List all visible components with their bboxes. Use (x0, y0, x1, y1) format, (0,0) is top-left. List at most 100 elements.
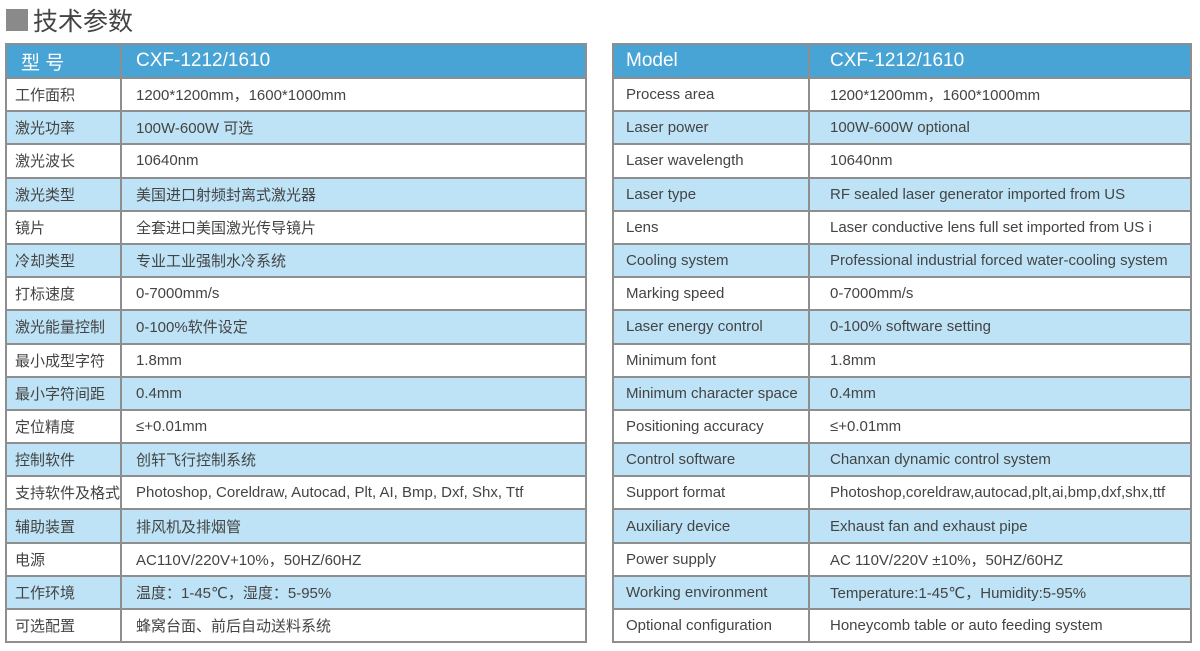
table-row: Optional configuration Honeycomb table or… (612, 607, 1192, 644)
table-row: 控制软件 创轩飞行控制系统 (5, 442, 587, 478)
spec-label: 工作环境 (5, 574, 122, 611)
spec-value: ≤+0.01mm (120, 408, 587, 445)
spec-label: Laser power (612, 110, 810, 146)
spec-value: Laser conductive lens full set imported … (808, 209, 1192, 245)
table-row: Cooling system Professional industrial fo… (612, 242, 1192, 279)
spec-value: AC110V/220V+10%，50HZ/60HZ (120, 541, 587, 577)
spec-label: Working environment (612, 574, 810, 611)
table-row: Minimum character space 0.4mm (612, 375, 1192, 411)
spec-label: 辅助装置 (5, 508, 122, 544)
spec-label: Control software (612, 442, 810, 478)
spec-label: 打标速度 (5, 276, 122, 312)
table-row: 辅助装置 排风机及排烟管 (5, 508, 587, 544)
spec-value: 专业工业强制水冷系统 (120, 242, 587, 279)
table-row: 激光能量控制 0-100%软件设定 (5, 309, 587, 345)
spec-label: 电源 (5, 541, 122, 577)
spec-value: Professional industrial forced water-coo… (808, 242, 1192, 279)
spec-label: 激光能量控制 (5, 309, 122, 345)
table-row: 激光功率 100W-600W 可选 (5, 110, 587, 146)
spec-label: 最小成型字符 (5, 342, 122, 378)
spec-value: Photoshop, Coreldraw, Autocad, Plt, AI, … (120, 475, 587, 511)
spec-label: 工作面积 (5, 76, 122, 113)
spec-value: 0-7000mm/s (808, 276, 1192, 312)
table-row: 激光波长 10640nm (5, 143, 587, 179)
table-row: 打标速度 0-7000mm/s (5, 276, 587, 312)
table-row: Power supply AC 110V/220V ±10%，50HZ/60HZ (612, 541, 1192, 577)
table-row: Laser power 100W-600W optional (612, 110, 1192, 146)
spec-value: 0-100% software setting (808, 309, 1192, 345)
spec-value: RF sealed laser generator imported from … (808, 176, 1192, 212)
spec-label: 激光功率 (5, 110, 122, 146)
spec-value: 10640nm (808, 143, 1192, 179)
spec-value: 全套进口美国激光传导镜片 (120, 209, 587, 245)
spec-value: Honeycomb table or auto feeding system (808, 607, 1192, 644)
spec-label: Minimum character space (612, 375, 810, 411)
table-row: Marking speed 0-7000mm/s (612, 276, 1192, 312)
spec-value: 1.8mm (808, 342, 1192, 378)
spec-value: AC 110V/220V ±10%，50HZ/60HZ (808, 541, 1192, 577)
spec-label: Laser wavelength (612, 143, 810, 179)
spec-value: 100W-600W optional (808, 110, 1192, 146)
spec-value: 10640nm (120, 143, 587, 179)
table-row: Minimum font 1.8mm (612, 342, 1192, 378)
table-row: Process area 1200*1200mm，1600*1000mm (612, 76, 1192, 113)
spec-value: 0-100%软件设定 (120, 309, 587, 345)
spec-value: 0-7000mm/s (120, 276, 587, 312)
spec-label: Auxiliary device (612, 508, 810, 544)
table-row: 工作环境 温度：1-45℃，湿度：5-95% (5, 574, 587, 611)
spec-label: 定位精度 (5, 408, 122, 445)
table-header-row: Model CXF-1212/1610 (612, 43, 1192, 79)
table-row: 镜片 全套进口美国激光传导镜片 (5, 209, 587, 245)
table-row: Lens Laser conductive lens full set impor… (612, 209, 1192, 245)
spec-value: Chanxan dynamic control system (808, 442, 1192, 478)
spec-label: Support format (612, 475, 810, 511)
table-row: Control software Chanxan dynamic control … (612, 442, 1192, 478)
spec-value: 100W-600W 可选 (120, 110, 587, 146)
spec-label: Lens (612, 209, 810, 245)
spec-label: Model (612, 43, 810, 79)
table-row: 支持软件及格式 Photoshop, Coreldraw, Autocad, Pl… (5, 475, 587, 511)
spec-value: 1200*1200mm，1600*1000mm (120, 76, 587, 113)
section-title: 技术参数 (6, 5, 134, 36)
spec-label: 最小字符间距 (5, 375, 122, 411)
spec-value: 排风机及排烟管 (120, 508, 587, 544)
spec-label: 可选配置 (5, 607, 122, 644)
table-header-row: 型 号 CXF-1212/1610 (5, 43, 587, 79)
table-row: 最小字符间距 0.4mm (5, 375, 587, 411)
spec-label: Cooling system (612, 242, 810, 279)
spec-label: Marking speed (612, 276, 810, 312)
section-title-text: 技术参数 (33, 8, 134, 36)
spec-label: Laser energy control (612, 309, 810, 345)
table-row: Laser wavelength 10640nm (612, 143, 1192, 179)
spec-label: Power supply (612, 541, 810, 577)
table-row: Auxiliary device Exhaust fan and exhaust … (612, 508, 1192, 544)
spec-value: 蜂窝台面、前后自动送料系统 (120, 607, 587, 644)
spec-label: Process area (612, 76, 810, 113)
table-row: Laser energy control 0-100% software sett… (612, 309, 1192, 345)
table-row: Laser type RF sealed laser generator impo… (612, 176, 1192, 212)
spec-label: 支持软件及格式 (5, 475, 122, 511)
square-bullet-icon (6, 9, 28, 31)
spec-label: 激光波长 (5, 143, 122, 179)
table-row: 可选配置 蜂窝台面、前后自动送料系统 (5, 607, 587, 644)
spec-label: Minimum font (612, 342, 810, 378)
spec-label: Optional configuration (612, 607, 810, 644)
spec-value: CXF-1212/1610 (120, 43, 587, 79)
table-row: Working environment Temperature:1-45℃，Hum… (612, 574, 1192, 611)
table-row: 定位精度 ≤+0.01mm (5, 408, 587, 445)
spec-label: 激光类型 (5, 176, 122, 212)
spec-value: 1.8mm (120, 342, 587, 378)
spec-value: Photoshop,coreldraw,autocad,plt,ai,bmp,d… (808, 475, 1192, 511)
table-row: Positioning accuracy ≤+0.01mm (612, 408, 1192, 445)
table-row: 冷却类型 专业工业强制水冷系统 (5, 242, 587, 279)
spec-value: 1200*1200mm，1600*1000mm (808, 76, 1192, 113)
table-row: 电源 AC110V/220V+10%，50HZ/60HZ (5, 541, 587, 577)
spec-value: 0.4mm (808, 375, 1192, 411)
table-row: Support format Photoshop,coreldraw,autoca… (612, 475, 1192, 511)
spec-value: 美国进口射频封离式激光器 (120, 176, 587, 212)
spec-label: 控制软件 (5, 442, 122, 478)
spec-label: Laser type (612, 176, 810, 212)
spec-value: Exhaust fan and exhaust pipe (808, 508, 1192, 544)
spec-value: CXF-1212/1610 (808, 43, 1192, 79)
spec-label: 冷却类型 (5, 242, 122, 279)
